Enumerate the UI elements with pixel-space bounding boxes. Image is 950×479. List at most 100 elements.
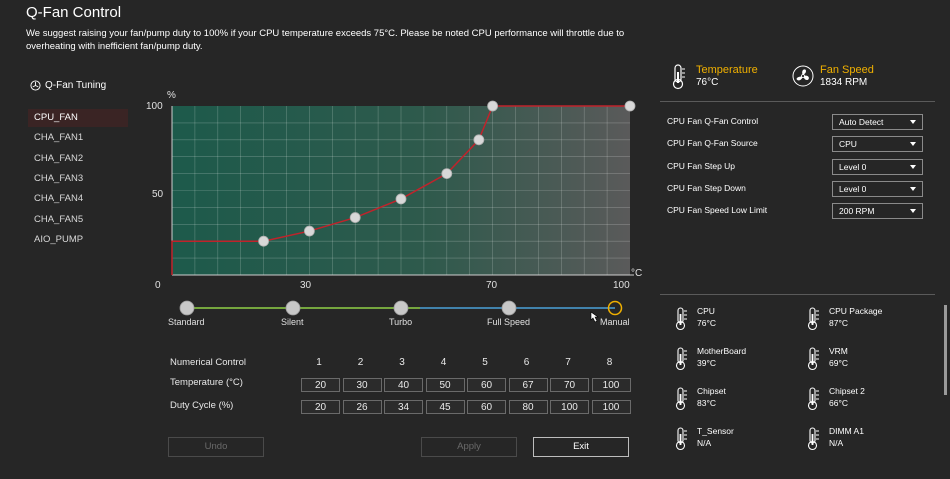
curve-point-7[interactable]: [487, 100, 499, 112]
curve-point-2[interactable]: [303, 225, 315, 237]
thermometer-icon: [806, 387, 820, 411]
preset-knob-manual[interactable]: [607, 300, 623, 316]
duty-cell-5[interactable]: 60: [467, 400, 506, 414]
sensor-value: N/A: [829, 438, 844, 448]
setting-value-1: Auto Detect: [839, 117, 884, 127]
curve-point-6[interactable]: [473, 134, 485, 146]
temperature-cell-1[interactable]: 20: [301, 378, 340, 392]
fan-item-cpu-fan[interactable]: CPU_FAN: [28, 109, 128, 127]
thermometer-icon: [806, 427, 820, 451]
preset-silent[interactable]: Silent: [281, 317, 304, 327]
thermometer-icon: [674, 307, 688, 331]
duty-row-label: Duty Cycle (%): [170, 400, 234, 411]
tuning-icon: [30, 80, 41, 91]
duty-cell-1[interactable]: 20: [301, 400, 340, 414]
duty-cell-2[interactable]: 26: [342, 400, 382, 414]
qfan-tuning-button[interactable]: Q-Fan Tuning: [30, 80, 106, 91]
setting-value-3: Level 0: [839, 161, 867, 172]
setting-select-5[interactable]: 200 RPM: [832, 203, 923, 220]
temperature-cell-8[interactable]: 100: [591, 378, 631, 392]
fan-item-cha-fan5[interactable]: CHA_FAN5: [34, 213, 84, 225]
temperature-cell-3[interactable]: 40: [384, 378, 423, 392]
numerical-control-label: Numerical Control: [170, 357, 247, 368]
notice-text: We suggest raising your fan/pump duty to…: [26, 28, 625, 52]
temperature-cell-5[interactable]: 60: [467, 378, 506, 392]
setting-label-2: CPU Fan Q-Fan Source: [667, 138, 758, 149]
qfan-tuning-label: Q-Fan Tuning: [45, 80, 107, 91]
preset-knob-silent[interactable]: [285, 300, 301, 316]
sensor-value: 66°C: [829, 398, 848, 408]
curve-point-5[interactable]: [441, 168, 453, 180]
sensor-value: 83°C: [697, 398, 716, 408]
chevron-down-icon: [910, 120, 916, 124]
sensor-cpu: CPU 76°C: [697, 305, 716, 329]
sensor-motherboard: MotherBoard 39°C: [697, 345, 746, 369]
sensor-scrollbar[interactable]: [944, 305, 947, 395]
sensor-chipset: Chipset 83°C: [697, 385, 726, 409]
y-tick-50: 50: [152, 189, 164, 200]
exit-button[interactable]: Exit: [533, 437, 629, 457]
curve-point-4[interactable]: [395, 193, 407, 205]
fan-item-cha-fan4[interactable]: CHA_FAN4: [34, 193, 84, 205]
sensor-name: T_Sensor: [697, 426, 734, 436]
thermometer-icon: [674, 427, 688, 451]
curve-point-8[interactable]: [624, 100, 636, 112]
sensor-t-sensor: T_Sensor N/A: [697, 425, 734, 449]
setting-value-5: 200 RPM: [839, 206, 875, 217]
fan-item-cha-fan1[interactable]: CHA_FAN1: [34, 132, 84, 144]
preset-knob-standard[interactable]: [179, 300, 195, 316]
y-tick-100: 100: [146, 101, 163, 112]
sensor-name: Chipset: [697, 386, 726, 396]
fan-item-cha-fan3[interactable]: CHA_FAN3: [34, 172, 84, 184]
setting-select-3[interactable]: Level 0: [832, 158, 923, 175]
curve-point-3[interactable]: [349, 212, 361, 223]
duty-cell-7[interactable]: 100: [550, 400, 589, 414]
setting-select-4[interactable]: Level 0: [832, 180, 923, 197]
sensor-value: N/A: [697, 438, 712, 448]
duty-cell-3[interactable]: 34: [384, 400, 423, 414]
chart-grid: [172, 106, 630, 275]
curve-point-1[interactable]: [258, 235, 270, 247]
setting-select-2[interactable]: CPU: [832, 136, 923, 153]
temperature-label: Temperature: [696, 64, 758, 76]
sensor-dimm-a1: DIMM A1 N/A: [829, 425, 864, 449]
preset-knob-full-speed[interactable]: [501, 300, 517, 316]
setting-label-3: CPU Fan Step Up: [667, 160, 736, 171]
page-title: Q-Fan Control: [26, 4, 122, 21]
setting-value-2: CPU: [839, 139, 857, 150]
fan-icon: [792, 65, 814, 87]
preset-manual[interactable]: Manual: [600, 317, 630, 327]
fan-speed-label: Fan Speed: [820, 64, 874, 76]
chevron-down-icon: [910, 209, 916, 214]
setting-select-1[interactable]: Auto Detect: [832, 114, 923, 130]
preset-knob-turbo[interactable]: [393, 300, 409, 316]
undo-button[interactable]: Undo: [168, 437, 264, 457]
duty-cell-6[interactable]: 80: [508, 400, 548, 414]
chevron-down-icon: [910, 164, 916, 169]
fan-item-cha-fan2[interactable]: CHA_FAN2: [34, 152, 84, 164]
sensor-value: 39°C: [697, 358, 716, 368]
temperature-cell-7[interactable]: 70: [550, 378, 589, 392]
duty-cell-4[interactable]: 45: [425, 400, 465, 414]
temperature-cell-4[interactable]: 50: [425, 378, 465, 392]
fan-item-aio-pump[interactable]: AIO_PUMP: [34, 233, 84, 245]
temperature-cell-2[interactable]: 30: [342, 378, 382, 392]
setting-label-5: CPU Fan Speed Low Limit: [667, 205, 768, 216]
sensor-value: 69°C: [829, 358, 848, 368]
point-number-4: 4: [440, 357, 447, 368]
preset-turbo[interactable]: Turbo: [389, 317, 413, 327]
temperature-cell-6[interactable]: 67: [508, 378, 548, 392]
preset-full-speed[interactable]: Full Speed: [487, 317, 531, 327]
sensor-name: DIMM A1: [829, 426, 864, 436]
fan-curve-line: [171, 105, 630, 275]
setting-label-4: CPU Fan Step Down: [667, 182, 746, 193]
preset-standard[interactable]: Standard: [168, 317, 205, 327]
sensor-name: MotherBoard: [697, 346, 747, 356]
point-number-3: 3: [399, 357, 405, 368]
apply-button[interactable]: Apply: [421, 437, 517, 457]
duty-cell-8[interactable]: 100: [591, 400, 631, 414]
sensor-name: CPU Package: [829, 306, 883, 316]
sensor-value: 76°C: [697, 318, 716, 328]
pointer-cursor-icon: [590, 311, 599, 323]
